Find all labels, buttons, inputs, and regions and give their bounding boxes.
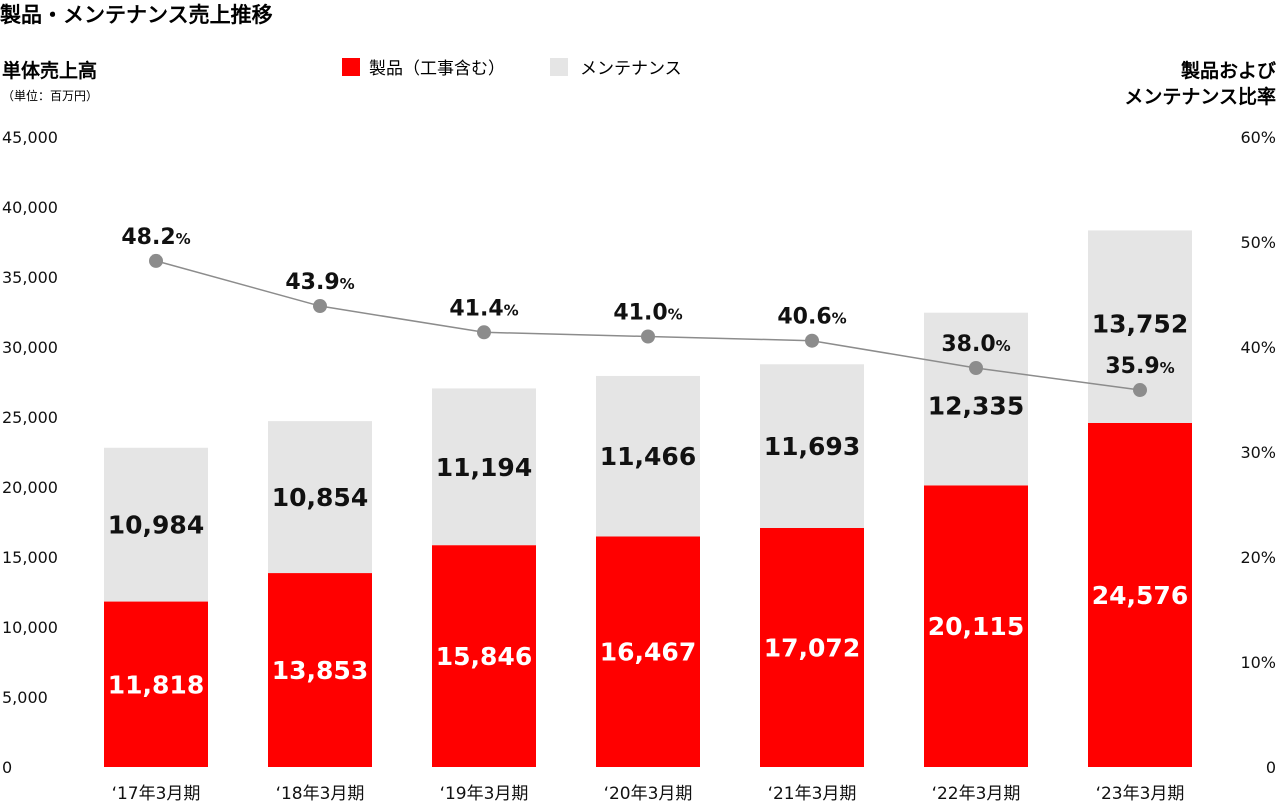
right-axis-label-line2: メンテナンス比率 xyxy=(1124,85,1276,108)
ratio-point xyxy=(805,333,819,348)
x-tick-label: ‘20年3月期 xyxy=(604,784,693,802)
bar-product xyxy=(104,601,208,767)
bar-maintenance xyxy=(104,447,208,602)
bar-product-value: 16,467 xyxy=(600,638,696,667)
right-tick-label: 40% xyxy=(1240,338,1276,357)
right-tick-label: 60% xyxy=(1240,128,1276,147)
ratio-point xyxy=(641,329,655,344)
bar-maintenance-value: 13,752 xyxy=(1092,309,1188,338)
left-axis-unit: （単位：百万円） xyxy=(2,88,98,103)
right-tick-label: 0 xyxy=(1266,758,1276,777)
bar-maintenance xyxy=(268,421,372,574)
bar-product-value: 11,818 xyxy=(108,670,204,699)
x-tick-label: ‘17年3月期 xyxy=(112,784,201,802)
ratio-point xyxy=(477,325,491,340)
ratio-label: 43.9% xyxy=(285,270,354,295)
bar-maintenance-value: 12,335 xyxy=(928,391,1024,420)
bar-maintenance-value: 11,194 xyxy=(436,453,532,482)
left-tick-label: 45,000 xyxy=(2,128,58,147)
right-tick-label: 10% xyxy=(1240,653,1276,672)
bar-product-value: 17,072 xyxy=(764,633,860,662)
bar-value-labels: 11,818 10,984 13,853 10,854 15,846 11,194 16,4… xyxy=(108,309,1188,699)
left-tick-label: 10,000 xyxy=(2,618,58,637)
bar-maintenance xyxy=(596,375,700,537)
left-tick-label: 0 xyxy=(2,758,12,777)
legend-label-product: 製品（工事含む） xyxy=(369,59,505,79)
ratio-label: 41.4% xyxy=(449,296,518,321)
bar-product xyxy=(432,545,536,767)
left-tick-label: 35,000 xyxy=(2,268,58,287)
bar-maintenance-value: 11,693 xyxy=(764,432,860,461)
chart-title: 製品・メンテナンス売上推移 xyxy=(0,3,273,27)
x-tick-label: ‘22年3月期 xyxy=(932,784,1021,802)
x-axis-ticks: ‘17年3月期 ‘18年3月期 ‘19年3月期 ‘20年3月期 ‘21年3月期 ‘22年3… xyxy=(112,784,1185,802)
left-tick-label: 15,000 xyxy=(2,548,58,567)
ratio-label: 41.0% xyxy=(613,301,682,326)
legend-label-maintenance: メンテナンス xyxy=(580,59,682,79)
left-tick-label: 25,000 xyxy=(2,408,58,427)
legend-swatch-product xyxy=(342,58,360,76)
bar-maintenance xyxy=(760,364,864,528)
bar-maintenance xyxy=(432,388,536,546)
bar-maintenance-value: 10,984 xyxy=(108,511,204,540)
ratio-label: 38.0% xyxy=(941,332,1010,357)
legend-swatch-maintenance xyxy=(550,58,568,76)
x-tick-label: ‘19年3月期 xyxy=(440,784,529,802)
ratio-label: 35.9% xyxy=(1105,354,1174,379)
right-tick-label: 30% xyxy=(1240,443,1276,462)
ratio-point xyxy=(969,361,983,375)
bars xyxy=(104,230,1192,767)
x-tick-label: ‘18年3月期 xyxy=(276,784,365,802)
left-tick-label: 30,000 xyxy=(2,338,58,357)
bar-product xyxy=(268,573,372,767)
bar-maintenance-value: 10,854 xyxy=(272,483,368,512)
right-tick-label: 20% xyxy=(1240,548,1276,567)
ratio-point xyxy=(149,253,163,268)
bar-product-value: 24,576 xyxy=(1092,581,1188,610)
left-tick-label: 40,000 xyxy=(2,198,58,217)
left-tick-label: 5,000 xyxy=(2,688,48,707)
ratio-point xyxy=(1133,383,1147,398)
bar-product xyxy=(924,485,1028,767)
right-axis-label-line1: 製品および xyxy=(1180,60,1276,82)
ratio-label: 48.2% xyxy=(121,225,190,250)
right-tick-label: 50% xyxy=(1240,233,1276,252)
bar-product xyxy=(1088,422,1192,767)
left-axis-label: 単体売上高 xyxy=(2,59,97,82)
x-tick-label: ‘23年3月期 xyxy=(1096,784,1185,802)
right-axis-ticks: 0 10% 20% 30% 40% 50% 60% xyxy=(1240,128,1276,777)
bar-product-value: 15,846 xyxy=(436,642,532,671)
bar-product-value: 20,115 xyxy=(928,612,1024,641)
ratio-point xyxy=(313,299,327,314)
left-tick-label: 20,000 xyxy=(2,478,58,497)
bar-maintenance-value: 11,466 xyxy=(600,442,696,471)
bar-product xyxy=(596,536,700,767)
left-axis-ticks: 0 5,000 10,000 15,000 20,000 25,000 30,000 35,0… xyxy=(2,128,58,777)
bar-maintenance xyxy=(924,312,1028,486)
ratio-line: 48.2% 43.9% 41.4% 41.0% 40.6% 38.0% 35.9% xyxy=(121,225,1175,398)
bar-product xyxy=(760,527,864,767)
ratio-label: 40.6% xyxy=(777,305,846,330)
x-tick-label: ‘21年3月期 xyxy=(768,784,857,802)
bar-product-value: 13,853 xyxy=(272,656,368,685)
